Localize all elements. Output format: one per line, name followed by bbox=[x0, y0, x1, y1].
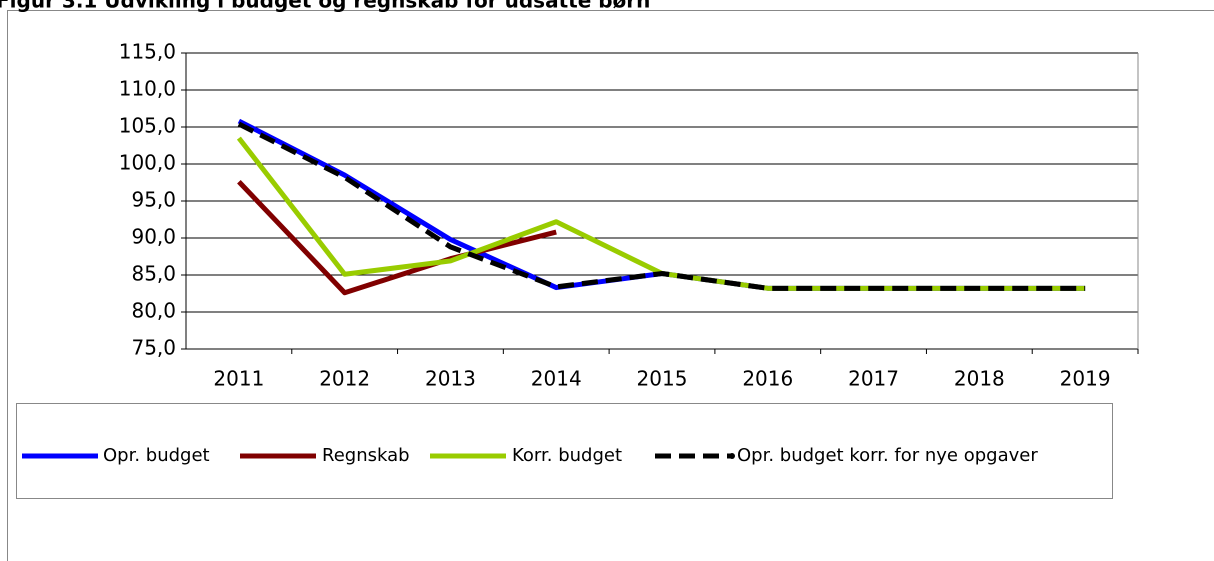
legend-box bbox=[16, 403, 1113, 499]
y-tick-label: 75,0 bbox=[131, 336, 176, 360]
y-tick-label: 85,0 bbox=[131, 262, 176, 286]
y-tick-label: 105,0 bbox=[119, 114, 176, 138]
x-tick-label: 2019 bbox=[1060, 367, 1111, 391]
y-tick-label: 110,0 bbox=[119, 77, 176, 101]
x-tick-label: 2017 bbox=[848, 367, 899, 391]
y-tick-label: 80,0 bbox=[131, 299, 176, 323]
series-line bbox=[236, 136, 1086, 291]
series-line bbox=[237, 121, 1086, 291]
chart-title: Figur 3.1 Udvikling i budget og regnskab… bbox=[0, 0, 650, 13]
legend-marker bbox=[729, 453, 735, 459]
legend-label: Korr. budget bbox=[512, 445, 622, 466]
x-tick-label: 2016 bbox=[742, 367, 793, 391]
y-tick-label: 90,0 bbox=[131, 225, 176, 249]
x-tick-label: 2018 bbox=[954, 367, 1005, 391]
x-tick-label: 2015 bbox=[637, 367, 688, 391]
x-tick-label: 2013 bbox=[425, 367, 476, 391]
legend-label: Opr. budget korr. for nye opgaver bbox=[737, 445, 1038, 466]
series-line bbox=[237, 118, 1086, 291]
x-tick-label: 2012 bbox=[319, 367, 370, 391]
legend-label: Regnskab bbox=[322, 445, 410, 466]
series-line bbox=[237, 180, 557, 296]
legend-label: Opr. budget bbox=[103, 445, 210, 466]
chart-frame bbox=[7, 10, 1214, 561]
y-tick-label: 95,0 bbox=[131, 188, 176, 212]
x-tick-label: 2011 bbox=[213, 367, 264, 391]
y-tick-label: 100,0 bbox=[119, 151, 176, 175]
y-tick-label: 115,0 bbox=[119, 40, 176, 64]
x-tick-label: 2014 bbox=[531, 367, 582, 391]
